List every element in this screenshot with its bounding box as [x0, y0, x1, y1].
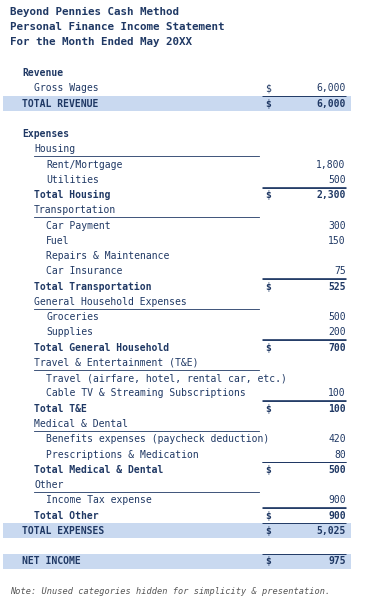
- Text: 420: 420: [328, 434, 345, 444]
- Text: 6,000: 6,000: [316, 99, 345, 108]
- Text: $: $: [265, 464, 272, 475]
- Text: Total T&E: Total T&E: [34, 403, 87, 414]
- Text: General Household Expenses: General Household Expenses: [34, 297, 187, 307]
- Text: 100: 100: [328, 389, 345, 399]
- Text: 300: 300: [328, 221, 345, 230]
- Text: Repairs & Maintenance: Repairs & Maintenance: [46, 251, 170, 261]
- Text: 700: 700: [328, 342, 345, 353]
- Text: Utilities: Utilities: [46, 175, 99, 185]
- Text: 500: 500: [328, 312, 345, 322]
- Text: $: $: [265, 556, 272, 566]
- Text: Total General Household: Total General Household: [34, 342, 169, 353]
- Bar: [3, 523, 351, 538]
- Text: Car Payment: Car Payment: [46, 221, 111, 230]
- Text: 500: 500: [328, 175, 345, 185]
- Text: 525: 525: [328, 282, 345, 291]
- Text: Total Medical & Dental: Total Medical & Dental: [34, 464, 164, 475]
- Text: Rent/Mortgage: Rent/Mortgage: [46, 160, 123, 169]
- Text: $: $: [265, 282, 272, 291]
- Text: Cable TV & Streaming Subscriptions: Cable TV & Streaming Subscriptions: [46, 389, 246, 399]
- Text: Housing: Housing: [34, 144, 75, 154]
- Bar: [3, 96, 351, 111]
- Text: Total Other: Total Other: [34, 511, 99, 521]
- Text: Personal Finance Income Statement: Personal Finance Income Statement: [10, 22, 224, 32]
- Text: Supplies: Supplies: [46, 328, 93, 338]
- Text: Groceries: Groceries: [46, 312, 99, 322]
- Text: Note: Unused categories hidden for simplicity & presentation.: Note: Unused categories hidden for simpl…: [10, 588, 330, 596]
- Text: $: $: [265, 83, 272, 93]
- Text: 80: 80: [334, 450, 345, 460]
- Text: $: $: [265, 511, 272, 521]
- Text: NET INCOME: NET INCOME: [22, 556, 81, 566]
- Text: $: $: [265, 190, 272, 200]
- Text: 2,300: 2,300: [316, 190, 345, 200]
- Text: Beyond Pennies Cash Method: Beyond Pennies Cash Method: [10, 7, 179, 17]
- Text: 975: 975: [328, 556, 345, 566]
- Text: For the Month Ended May 20XX: For the Month Ended May 20XX: [10, 38, 192, 47]
- Text: Car Insurance: Car Insurance: [46, 266, 123, 277]
- Text: Expenses: Expenses: [22, 129, 69, 139]
- Text: 900: 900: [328, 495, 345, 505]
- Text: Gross Wages: Gross Wages: [34, 83, 99, 93]
- Text: Transportation: Transportation: [34, 205, 116, 216]
- Text: 100: 100: [328, 403, 345, 414]
- Text: $: $: [265, 403, 272, 414]
- Text: 900: 900: [328, 511, 345, 521]
- Text: Total Housing: Total Housing: [34, 190, 110, 200]
- Text: Travel (airfare, hotel, rental car, etc.): Travel (airfare, hotel, rental car, etc.…: [46, 373, 287, 383]
- Text: 200: 200: [328, 328, 345, 338]
- Text: TOTAL EXPENSES: TOTAL EXPENSES: [22, 526, 104, 536]
- Text: Travel & Entertainment (T&E): Travel & Entertainment (T&E): [34, 358, 199, 368]
- Text: Total Transportation: Total Transportation: [34, 282, 152, 291]
- Text: $: $: [265, 342, 272, 353]
- Text: Benefits expenses (paycheck deduction): Benefits expenses (paycheck deduction): [46, 434, 270, 444]
- Text: Medical & Dental: Medical & Dental: [34, 419, 128, 429]
- Text: TOTAL REVENUE: TOTAL REVENUE: [22, 99, 98, 108]
- Bar: [3, 554, 351, 569]
- Text: Prescriptions & Medication: Prescriptions & Medication: [46, 450, 199, 460]
- Text: Fuel: Fuel: [46, 236, 70, 246]
- Text: 6,000: 6,000: [316, 83, 345, 93]
- Text: 1,800: 1,800: [316, 160, 345, 169]
- Text: 5,025: 5,025: [316, 526, 345, 536]
- Text: 500: 500: [328, 464, 345, 475]
- Text: $: $: [265, 526, 272, 536]
- Text: 150: 150: [328, 236, 345, 246]
- Text: 75: 75: [334, 266, 345, 277]
- Text: Other: Other: [34, 480, 64, 490]
- Text: $: $: [265, 99, 272, 108]
- Text: Revenue: Revenue: [22, 68, 63, 78]
- Text: Income Tax expense: Income Tax expense: [46, 495, 152, 505]
